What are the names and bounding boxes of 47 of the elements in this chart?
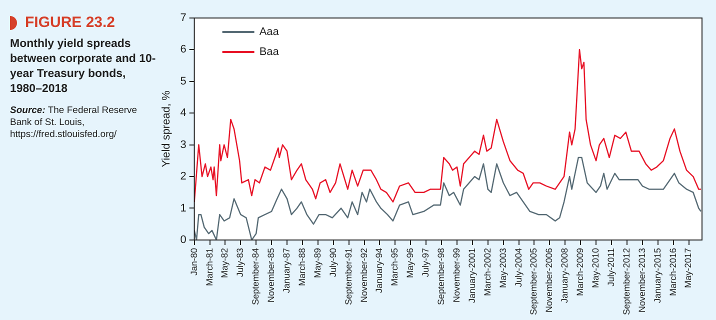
x-tick-label: January-94	[374, 248, 384, 293]
x-tick-label: September-91	[343, 248, 354, 306]
y-tick-label: 3	[180, 138, 186, 151]
y-axis-title: Yield spread, %	[160, 90, 173, 168]
x-tick-label: November-85	[266, 248, 276, 302]
x-tick-label: July-2004	[513, 248, 524, 287]
source-note: Source: The Federal Reserve Bank of St. Louis, https://fred.stlouisfed.org/	[10, 105, 138, 141]
x-tick-label: May-96	[405, 248, 416, 278]
y-tick-label: 2	[180, 170, 186, 183]
x-tick-label: Jan-80	[188, 248, 199, 276]
x-tick-label: January-2008	[560, 248, 570, 304]
x-tick-label: March-2016	[668, 248, 678, 296]
y-tick-label: 0	[180, 234, 186, 246]
text: Monthly yield spreads between corporate and 10-year Treasury bonds, 1980–2018	[10, 37, 157, 97]
x-tick-label: September-2012	[621, 248, 632, 316]
x-tick-label: May-2003	[498, 248, 508, 288]
x-tick-label: May-82	[220, 248, 230, 278]
y-tick-label: 4	[180, 107, 186, 120]
y-tick-label: 7	[180, 12, 186, 24]
y-tick-label: 6	[180, 44, 186, 56]
x-tick-label: March-88	[296, 248, 307, 286]
text: FIGURE 23.2	[25, 14, 116, 31]
x-tick-label: March-95	[390, 248, 400, 286]
x-tick-label: May-89	[312, 248, 322, 278]
x-tick-label: July-83	[235, 248, 246, 277]
x-tick-label: January-2001	[466, 248, 477, 304]
x-tick-label: September-84	[250, 248, 261, 306]
x-tick-label: July-2011	[606, 248, 616, 286]
x-tick-label: March-2009	[575, 248, 586, 296]
x-tick-label: January-2015	[652, 248, 662, 304]
y-tick-label: 1	[180, 202, 186, 214]
x-tick-label: May-2010	[590, 248, 601, 288]
x-tick-label: November-99	[451, 248, 462, 302]
x-tick-label: May-2017	[683, 248, 694, 288]
x-tick-label: November-92	[358, 248, 369, 302]
x-tick-label: September-2005	[528, 248, 539, 316]
legend-label: Baa	[259, 46, 280, 58]
x-tick-label: January-87	[282, 248, 292, 293]
x-tick-label: March-81	[204, 248, 214, 286]
x-tick-label: July-97	[420, 248, 431, 277]
x-tick-label: November-2006	[544, 248, 554, 313]
x-tick-label: July-90	[328, 248, 338, 277]
x-tick-label: March-2002	[482, 248, 492, 296]
y-tick-label: 5	[180, 75, 186, 88]
x-tick-label: November-2013	[636, 248, 647, 313]
x-tick-label: September-98	[436, 248, 446, 306]
legend-label: Aaa	[259, 26, 280, 38]
